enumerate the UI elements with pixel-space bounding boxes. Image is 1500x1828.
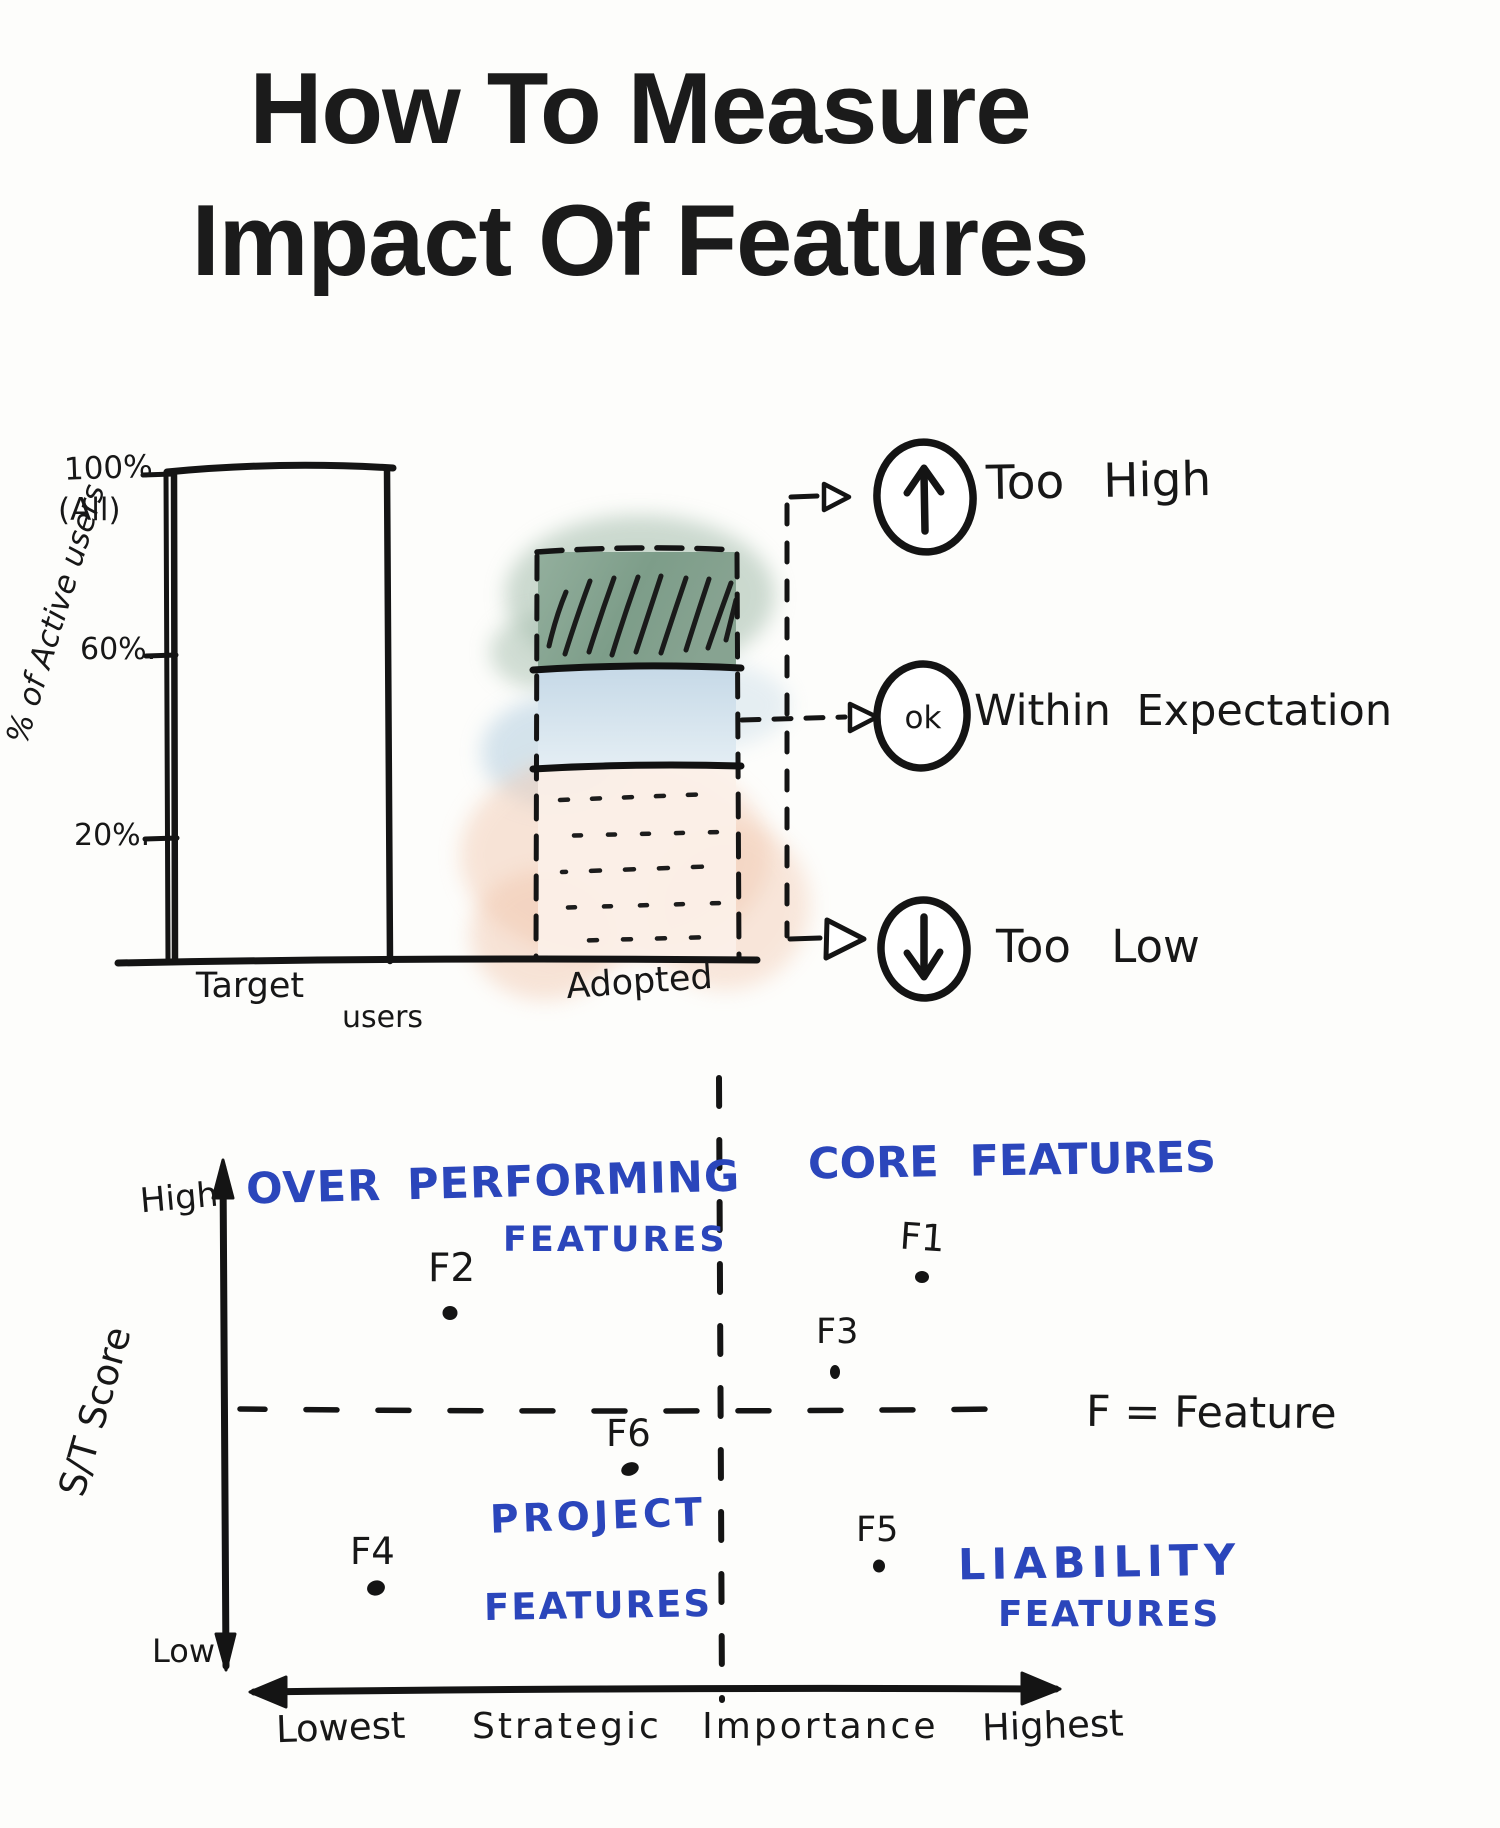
too-high-arrowhead — [821, 481, 852, 513]
green-hatch-lines — [546, 573, 739, 658]
feature-points — [367, 1271, 929, 1596]
point-label-f1: F1 — [898, 1214, 947, 1261]
ytick-20-label: 20%. — [74, 818, 151, 853]
too-low-label: Too Low — [996, 920, 1200, 973]
adopted-bar-dashed-outline — [533, 545, 742, 961]
target-bar-label: Target — [195, 966, 305, 1006]
adopted-bar-segments — [538, 552, 736, 960]
quadrant-label-core: CORE FEATURES — [807, 1132, 1217, 1190]
quadrant-label-liability: LIABILITY — [957, 1535, 1242, 1591]
up-arrow-icon — [903, 464, 945, 535]
y-low-label: Low — [152, 1632, 216, 1670]
bar-chart-baseline — [114, 955, 761, 967]
quadrant-label-liability-2: FEATURES — [998, 1594, 1221, 1635]
indicator-connectors — [739, 493, 848, 942]
x-max-label: Highest — [981, 1701, 1125, 1750]
quadrant-dividers — [237, 1075, 1005, 1703]
legend-f-feature: F = Feature — [1085, 1386, 1337, 1440]
adopted-segment-blue — [538, 668, 736, 767]
too-low-arrowhead — [823, 917, 867, 961]
indicator-arrowheads — [821, 481, 880, 961]
point-label-f4: F4 — [350, 1530, 395, 1573]
ytick-100-sub-label: (All) — [58, 492, 121, 528]
within-expectation-label: Within Expectation — [974, 686, 1393, 736]
horizontal-divider-dashed — [237, 1406, 1005, 1414]
too-high-label: Too High — [985, 452, 1212, 511]
quadrant-x-axis-title: Strategic Importance — [472, 1706, 939, 1747]
quadrant-label-project-2: FEATURES — [483, 1582, 713, 1629]
bar-chart-axis-ticks — [114, 471, 761, 967]
within-arrowhead — [847, 701, 880, 734]
point-f2 — [442, 1306, 458, 1320]
vertical-divider-dashed — [716, 1075, 725, 1703]
point-label-f5: F5 — [856, 1510, 899, 1550]
point-label-f3: F3 — [816, 1312, 859, 1352]
peach-dot-texture — [547, 791, 725, 944]
page-title-line1: How To Measure — [249, 53, 1031, 165]
quadrant-x-axis — [250, 1684, 1060, 1696]
quadrant-axis-arrowheads — [211, 1158, 1062, 1709]
target-bar-outline — [163, 461, 397, 965]
quadrant-label-overperforming-2: FEATURES — [503, 1220, 728, 1260]
quadrant-label-project: PROJECT — [489, 1490, 707, 1543]
quadrant-y-axis — [219, 1164, 230, 1670]
page-title-line2: Impact Of Features — [191, 185, 1090, 297]
adopted-segment-boundaries — [529, 662, 745, 773]
down-arrow-icon — [903, 913, 944, 981]
adopted-segment-peach — [538, 767, 736, 960]
x-min-label: Lowest — [275, 1703, 407, 1752]
ytick-60-label: 60%. — [80, 632, 157, 667]
point-f1 — [915, 1271, 929, 1283]
point-f5 — [873, 1559, 885, 1573]
point-label-f2: F2 — [428, 1246, 476, 1291]
bar-chart-x-axis-title: users — [342, 1000, 424, 1035]
ok-badge-text: ok — [904, 700, 942, 736]
ok-circle — [873, 660, 971, 772]
point-label-f6: F6 — [606, 1412, 651, 1455]
y-high-label: High — [138, 1174, 220, 1222]
quadrant-axes — [219, 1164, 1060, 1696]
point-f6 — [621, 1462, 639, 1476]
indicator-icons — [903, 464, 945, 981]
point-f3 — [830, 1365, 840, 1379]
point-f4 — [367, 1580, 385, 1596]
